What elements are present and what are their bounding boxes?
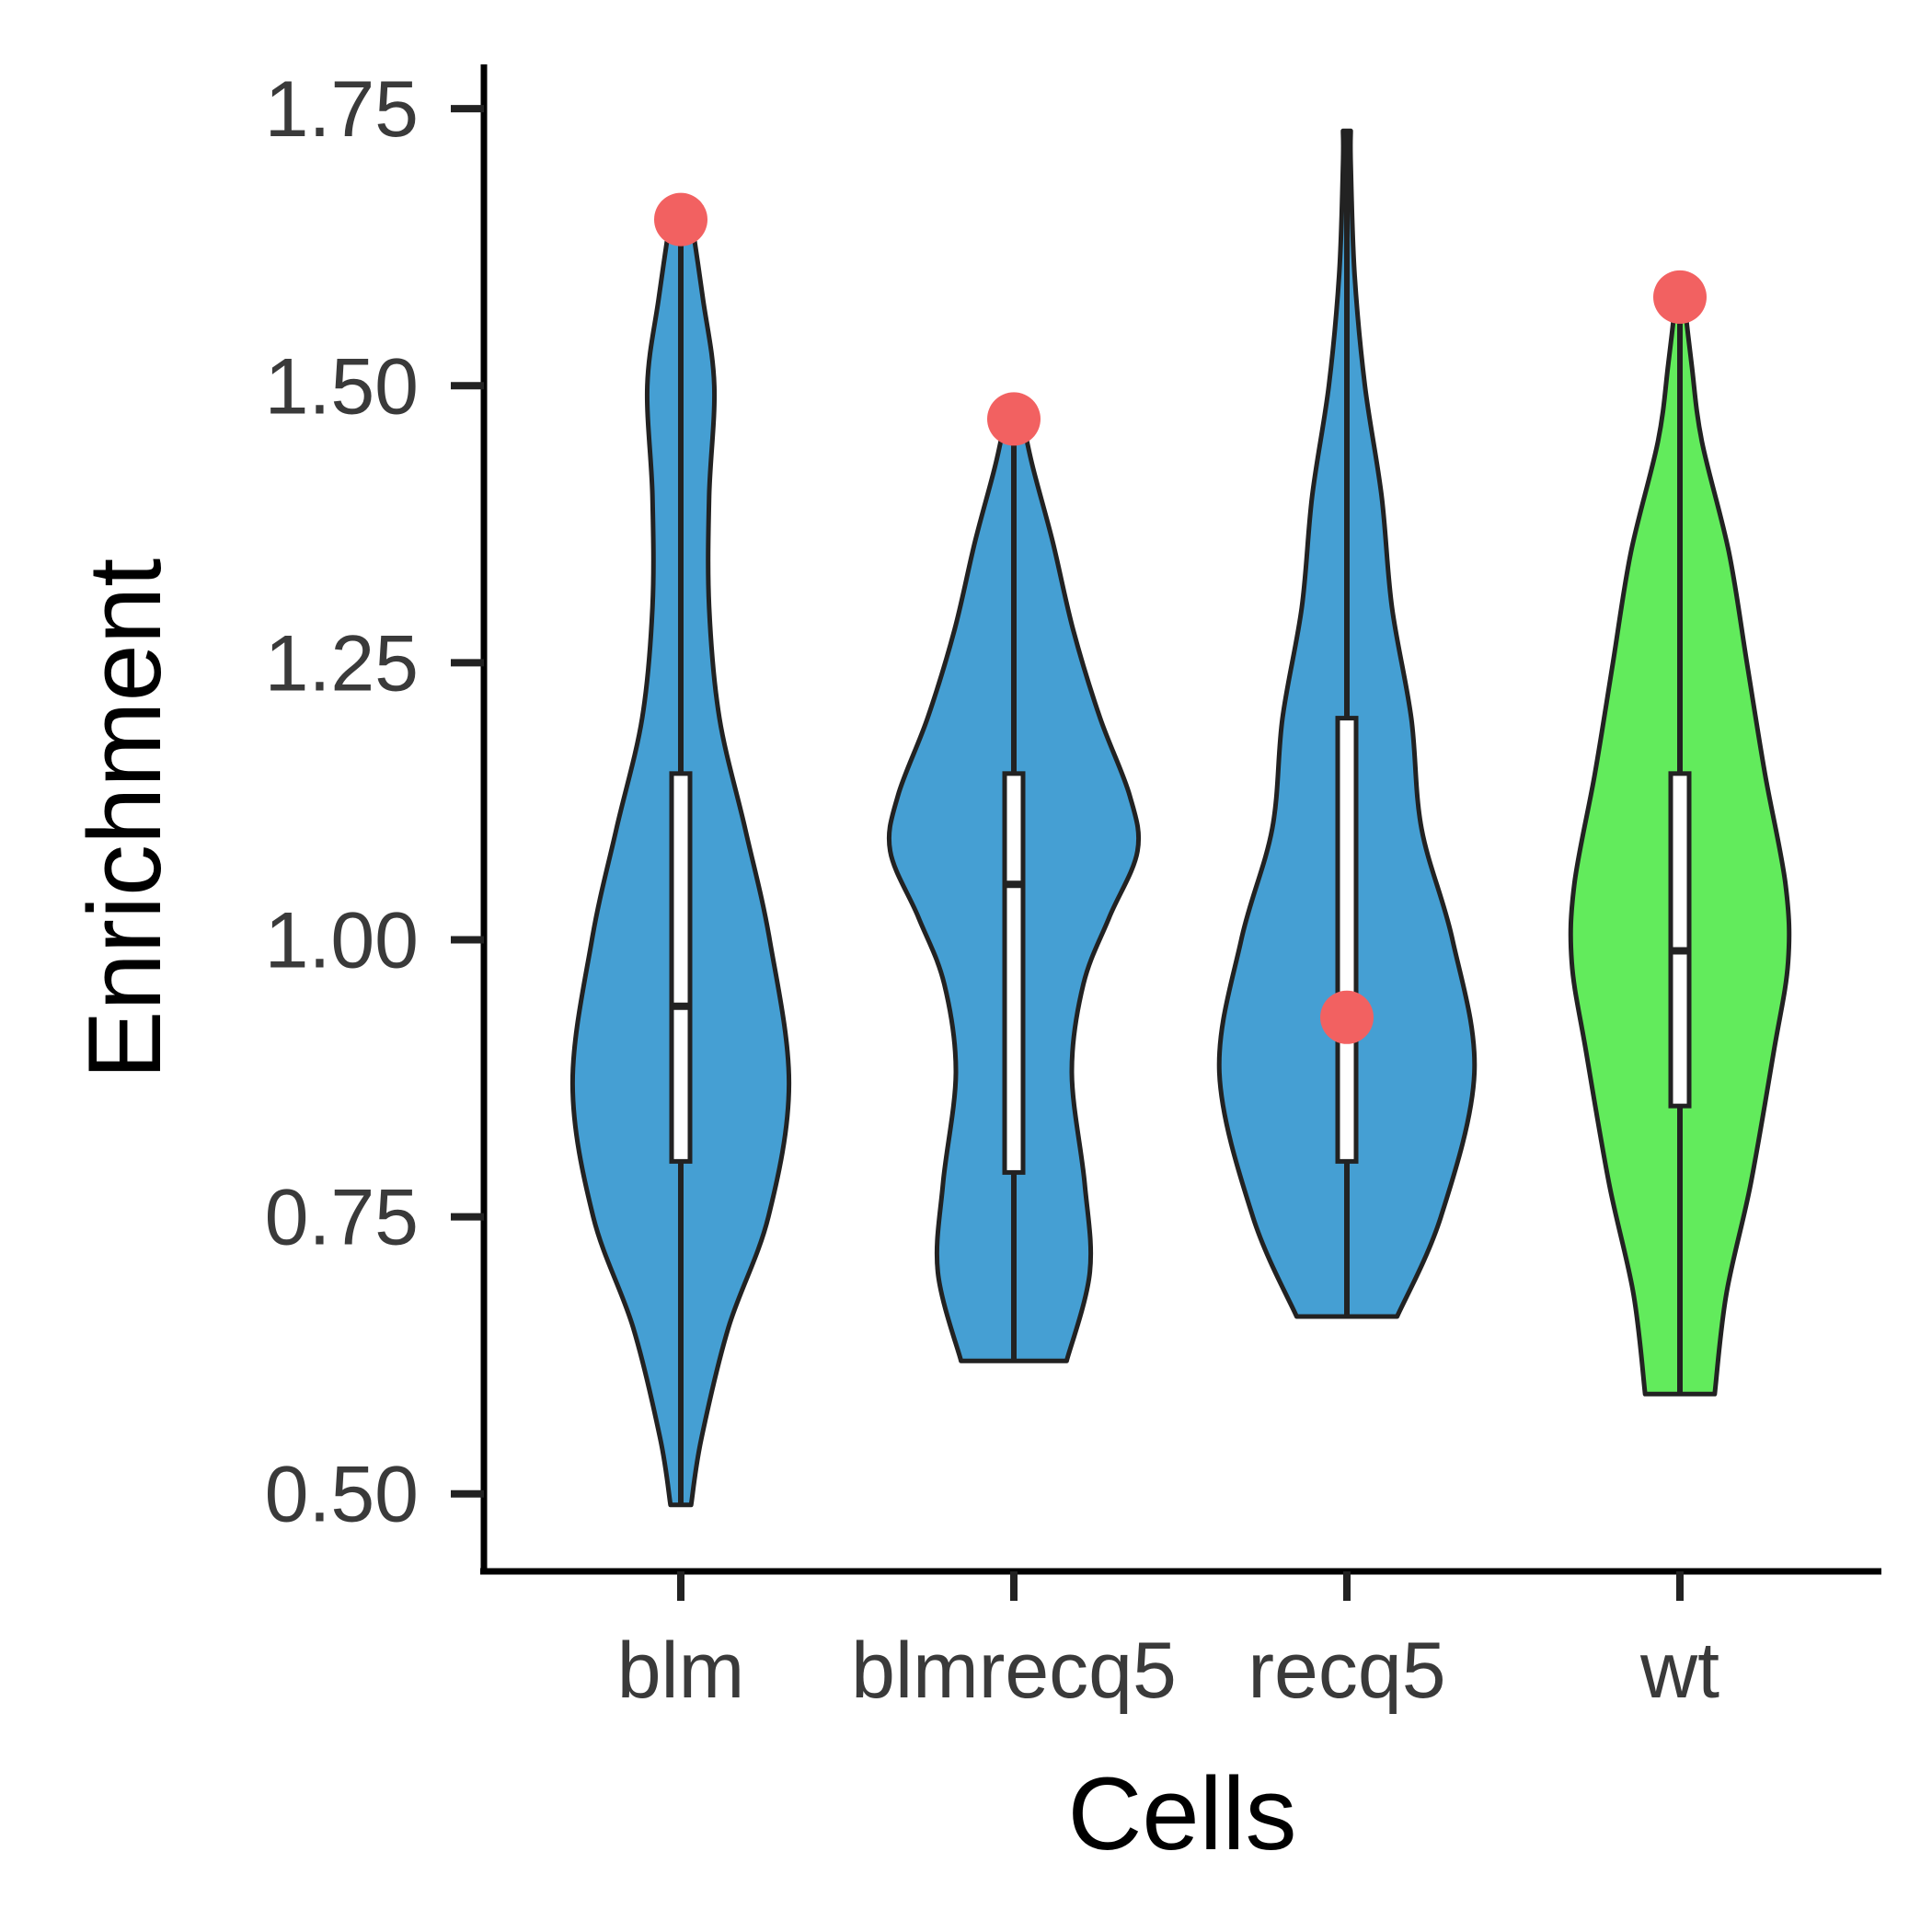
y-tick-label: 1.50 bbox=[265, 342, 419, 431]
y-tick-label: 1.75 bbox=[265, 65, 419, 154]
axes-layer bbox=[480, 64, 1881, 1575]
y-axis-ticks: 0.50 0.75 1.00 1.25 1.50 1.75 bbox=[265, 65, 484, 1539]
box-blmrecq5 bbox=[1002, 771, 1026, 1175]
y-tick-label: 1.00 bbox=[265, 896, 419, 984]
marker-point-blmrecq5 bbox=[987, 392, 1041, 446]
boxes-layer bbox=[669, 131, 1692, 1505]
y-tick-label: 0.50 bbox=[265, 1451, 419, 1539]
y-tick-label: 1.25 bbox=[265, 619, 419, 707]
box-recq5 bbox=[1335, 716, 1359, 1164]
box-blm bbox=[669, 771, 693, 1164]
box-wt bbox=[1668, 771, 1692, 1109]
marker-point-blm bbox=[654, 192, 707, 247]
violins-layer bbox=[569, 128, 1792, 1508]
x-axis-title: Cells bbox=[1068, 1756, 1297, 1871]
x-tick-label: recq5 bbox=[1248, 1627, 1445, 1715]
marker-point-wt bbox=[1653, 270, 1707, 324]
y-tick-label: 0.75 bbox=[265, 1174, 419, 1262]
markers-layer bbox=[654, 192, 1707, 1044]
marker-point-recq5 bbox=[1320, 990, 1374, 1044]
x-tick-label: blmrecq5 bbox=[851, 1627, 1177, 1715]
x-tick-label: wt bbox=[1639, 1627, 1719, 1715]
y-axis-title: Enrichment bbox=[67, 558, 182, 1079]
x-axis-ticks: blm blmrecq5 recq5 wt bbox=[617, 1571, 1719, 1715]
x-tick-label: blm bbox=[617, 1627, 745, 1715]
